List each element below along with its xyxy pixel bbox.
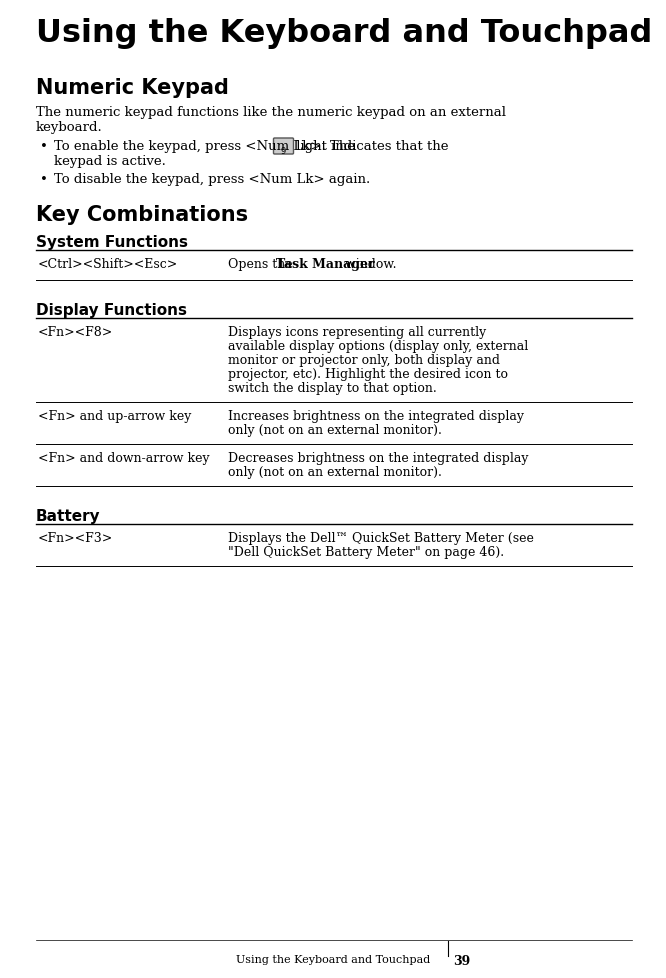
Text: Opens the: Opens the — [228, 258, 296, 271]
Text: Displays the Dell™ QuickSet Battery Meter (see: Displays the Dell™ QuickSet Battery Mete… — [228, 531, 534, 545]
Text: "Dell QuickSet Battery Meter" on page 46).: "Dell QuickSet Battery Meter" on page 46… — [228, 546, 504, 558]
Text: switch the display to that option.: switch the display to that option. — [228, 381, 437, 394]
Text: light indicates that the: light indicates that the — [292, 140, 449, 153]
Text: keyboard.: keyboard. — [36, 121, 103, 134]
Text: Increases brightness on the integrated display: Increases brightness on the integrated d… — [228, 410, 524, 422]
Text: keypad is active.: keypad is active. — [54, 155, 166, 168]
Text: Key Combinations: Key Combinations — [36, 204, 248, 225]
Text: Task Manager: Task Manager — [276, 258, 374, 271]
Text: Display Functions: Display Functions — [36, 302, 187, 318]
Text: To enable the keypad, press <Num Lk>. The: To enable the keypad, press <Num Lk>. Th… — [54, 140, 359, 153]
Text: To disable the keypad, press <Num Lk> again.: To disable the keypad, press <Num Lk> ag… — [54, 173, 370, 186]
Text: Using the Keyboard and Touchpad: Using the Keyboard and Touchpad — [36, 18, 653, 49]
Text: <Ctrl><Shift><Esc>: <Ctrl><Shift><Esc> — [38, 258, 178, 271]
Text: Displays icons representing all currently: Displays icons representing all currentl… — [228, 326, 486, 338]
Text: only (not on an external monitor).: only (not on an external monitor). — [228, 466, 442, 478]
Text: 9: 9 — [281, 147, 286, 156]
Text: <Fn> and up-arrow key: <Fn> and up-arrow key — [38, 410, 191, 422]
Text: System Functions: System Functions — [36, 235, 188, 249]
Text: 39: 39 — [453, 954, 470, 967]
Text: Decreases brightness on the integrated display: Decreases brightness on the integrated d… — [228, 452, 529, 465]
Text: Numeric Keypad: Numeric Keypad — [36, 78, 229, 98]
Text: <Fn><F3>: <Fn><F3> — [38, 531, 113, 545]
FancyBboxPatch shape — [274, 139, 294, 155]
Text: projector, etc). Highlight the desired icon to: projector, etc). Highlight the desired i… — [228, 368, 508, 380]
Text: •: • — [40, 140, 48, 153]
Text: window.: window. — [340, 258, 396, 271]
Text: monitor or projector only, both display and: monitor or projector only, both display … — [228, 354, 500, 367]
Text: only (not on an external monitor).: only (not on an external monitor). — [228, 423, 442, 436]
Text: Using the Keyboard and Touchpad: Using the Keyboard and Touchpad — [236, 954, 430, 964]
Text: <Fn> and down-arrow key: <Fn> and down-arrow key — [38, 452, 210, 465]
Text: available display options (display only, external: available display options (display only,… — [228, 339, 528, 353]
Text: Battery: Battery — [36, 509, 101, 523]
Text: The numeric keypad functions like the numeric keypad on an external: The numeric keypad functions like the nu… — [36, 106, 506, 119]
Text: <Fn><F8>: <Fn><F8> — [38, 326, 113, 338]
Text: •: • — [40, 173, 48, 186]
